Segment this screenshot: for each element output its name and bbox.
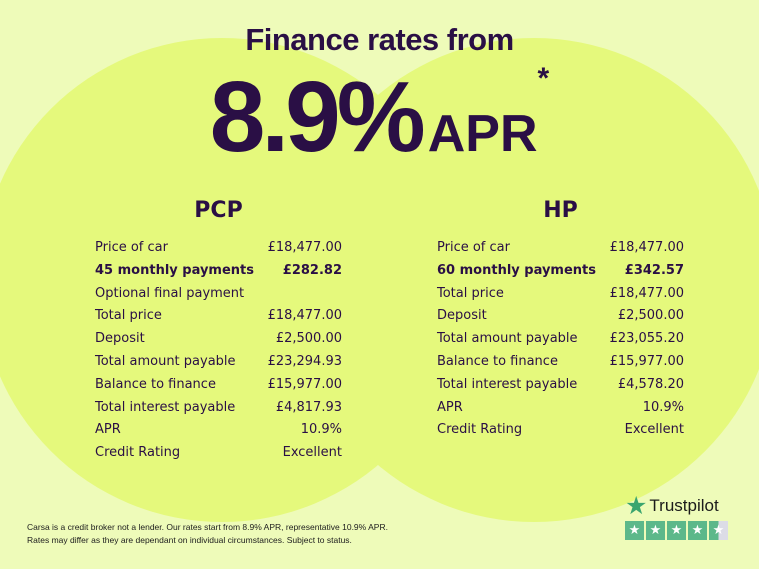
- row-value: £18,477.00: [267, 308, 342, 324]
- table-row: Balance to finance £15,977.00: [95, 374, 342, 397]
- row-value: £18,477.00: [609, 285, 684, 301]
- row-label: APR: [95, 422, 121, 438]
- star-icon: ★: [625, 492, 648, 520]
- disclaimer-line: Rates may differ as they are dependant o…: [27, 534, 352, 545]
- row-label: Deposit: [95, 331, 145, 347]
- row-label: Balance to finance: [437, 353, 558, 369]
- row-value: £23,055.20: [609, 331, 684, 347]
- row-label: Total amount payable: [95, 353, 236, 369]
- row-label: Total interest payable: [437, 376, 578, 392]
- row-label: Total interest payable: [95, 399, 236, 415]
- apr-label: APR: [427, 105, 538, 163]
- row-value: 10.9%: [642, 399, 684, 415]
- table-row: Total amount payable £23,055.20: [437, 328, 684, 351]
- asterisk: *: [537, 62, 550, 95]
- table-row: Deposit £2,500.00: [437, 305, 684, 328]
- star-icon: ★: [667, 521, 686, 540]
- row-value: £2,500.00: [275, 331, 342, 347]
- row-label: APR: [437, 399, 463, 415]
- table-row: Credit Rating Excellent: [437, 419, 684, 442]
- table-row: Balance to finance £15,977.00: [437, 351, 684, 374]
- pcp-title: PCP: [194, 198, 243, 223]
- hp-title: HP: [543, 198, 578, 223]
- star-icon: ★: [688, 521, 707, 540]
- star-icon: ★: [709, 521, 728, 540]
- disclaimer: Carsa is a credit broker not a lender. O…: [27, 521, 388, 546]
- headline-rate: 8.9% APR *: [0, 60, 759, 175]
- trustpilot-name: Trustpilot: [649, 496, 719, 515]
- row-label: Price of car: [437, 240, 510, 255]
- hp-table: HP Price of car £18,477.00 60 monthly paym…: [437, 198, 684, 442]
- row-label: 60 monthly payments: [437, 262, 596, 278]
- table-row: Total amount payable £23,294.93: [95, 351, 342, 374]
- trustpilot-logo: ★ Trustpilot: [625, 492, 728, 520]
- row-label: 45 monthly payments: [95, 262, 254, 278]
- row-value: £2,500.00: [617, 308, 684, 324]
- row-value: £342.57: [624, 262, 684, 278]
- table-row: Optional final payment: [95, 283, 342, 306]
- row-label: Deposit: [437, 308, 487, 324]
- table-row: Price of car £18,477.00: [95, 237, 342, 260]
- table-row: Price of car £18,477.00: [437, 237, 684, 260]
- row-value: £18,477.00: [267, 240, 342, 255]
- row-label: Total price: [437, 285, 504, 301]
- row-label: Total amount payable: [437, 331, 578, 347]
- row-label: Price of car: [95, 240, 168, 255]
- star-icon: ★: [646, 521, 665, 540]
- pcp-table: PCP Price of car £18,477.00 45 monthly pay…: [95, 198, 342, 465]
- row-label: Credit Rating: [437, 422, 523, 438]
- row-value: £282.82: [282, 262, 342, 278]
- row-label: Balance to finance: [95, 376, 216, 392]
- headline-title: Finance rates from: [245, 22, 514, 57]
- row-value: Excellent: [282, 445, 342, 461]
- row-label: Credit Rating: [95, 445, 181, 461]
- table-row: Total interest payable £4,578.20: [437, 374, 684, 397]
- row-label: Optional final payment: [95, 285, 245, 301]
- row-value: Excellent: [624, 422, 684, 438]
- star-icon: ★: [625, 521, 644, 540]
- row-value: £4,578.20: [617, 376, 684, 392]
- row-value: 10.9%: [300, 422, 342, 438]
- trustpilot-rating: ★ ★ ★ ★ ★: [625, 521, 728, 540]
- table-row: 45 monthly payments £282.82: [95, 260, 342, 283]
- row-value: £15,977.00: [609, 353, 684, 369]
- table-row: APR 10.9%: [95, 419, 342, 442]
- trustpilot-badge[interactable]: ★ Trustpilot ★ ★ ★ ★ ★: [625, 492, 728, 540]
- table-row: Total price £18,477.00: [95, 305, 342, 328]
- row-value: £23,294.93: [267, 353, 342, 369]
- row-value: £18,477.00: [609, 240, 684, 255]
- table-row: APR 10.9%: [437, 397, 684, 420]
- table-row: Deposit £2,500.00: [95, 328, 342, 351]
- table-row: Credit Rating Excellent: [95, 442, 342, 465]
- rate-value: 8.9%: [209, 61, 426, 173]
- disclaimer-line: Carsa is a credit broker not a lender. O…: [27, 522, 388, 532]
- table-row: Total interest payable £4,817.93: [95, 397, 342, 420]
- table-row: 60 monthly payments £342.57: [437, 260, 684, 283]
- background-circle-right: [292, 38, 759, 522]
- row-value: £4,817.93: [275, 399, 342, 415]
- row-label: Total price: [95, 308, 162, 324]
- table-row: Total price £18,477.00: [437, 283, 684, 306]
- row-value: £15,977.00: [267, 376, 342, 392]
